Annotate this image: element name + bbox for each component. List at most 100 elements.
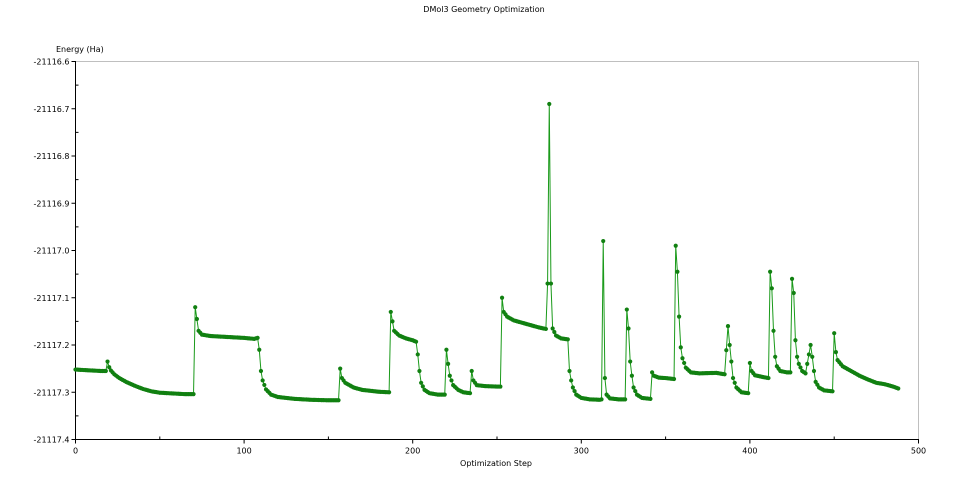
data-point [572,388,577,394]
y-tick-label: -21117.4 [34,436,70,445]
data-point [682,360,687,366]
data-point [547,101,552,107]
data-point [626,326,631,331]
data-point [724,348,729,353]
data-point [569,378,574,383]
x-tick-label: 0 [73,447,78,456]
y-tick-label: -21116.7 [34,105,70,114]
data-point [798,365,803,370]
data-point [543,326,548,332]
data-point [262,382,267,388]
x-tick-label: 300 [574,447,589,456]
data-point [810,354,815,359]
data-point [789,276,795,281]
data-point [805,361,810,366]
data-point [255,335,260,341]
data-point [673,243,678,248]
data-point [675,269,680,274]
data-point [550,326,555,331]
data-point [103,368,108,374]
data-point [467,391,473,396]
y-tick-label: -21116.9 [34,199,70,208]
data-point [680,356,685,361]
data-point [447,373,452,378]
data-point [498,384,503,389]
data-point [336,398,341,403]
x-tick-label: 400 [742,447,757,456]
data-point [258,368,264,374]
x-ticks: 0 100 200 300 400 500 [73,436,926,456]
data-point [623,397,628,402]
data-point [722,372,727,377]
data-point [633,388,638,394]
y-tick-label: -21116.6 [34,58,70,67]
data-point [732,380,737,385]
data-point [545,281,550,286]
y-axis-label: Energy (Ha) [56,45,104,54]
data-point [567,368,572,374]
y-tick-label: -21117.2 [34,341,70,350]
data-point [773,354,778,359]
data-point [570,385,575,390]
data-point [193,305,198,310]
data-point [499,295,505,300]
data-point [446,361,451,366]
data-point [469,368,474,374]
data-point [420,384,425,389]
data-point [832,331,837,336]
data-point [444,347,449,352]
data-point [788,370,793,375]
data-point [747,360,753,366]
data-point [552,329,557,335]
x-tick-label: 500 [911,447,926,456]
data-point [725,324,731,329]
data-point [730,375,736,381]
data-point [194,316,199,322]
data-point [602,375,608,381]
data-point [390,319,395,324]
data-point [803,371,808,376]
chart-title: DMol3 Geometry Optimization [423,5,544,14]
data-point [676,314,682,319]
data-point [260,378,265,383]
x-tick-label: 100 [236,447,251,456]
data-point [387,390,392,395]
data-point [746,391,751,396]
data-point [808,342,813,348]
data-point [833,349,838,355]
data-point [811,368,817,374]
data-point [107,365,112,370]
data-point [442,392,447,397]
y-tick-label: -21117.1 [34,294,70,303]
data-point [565,337,570,342]
data-point [419,380,424,385]
data-point [599,397,604,402]
data-point [795,354,800,359]
data-point [766,375,771,381]
data-point [768,269,773,274]
y-tick-label: -21116.8 [34,152,70,161]
series-layer [73,101,901,403]
data-point [793,338,798,343]
data-point [771,328,776,333]
data-point [191,392,196,397]
data-point [624,307,629,312]
y-ticks: -21116.6 -21116.7 -21116.8 -21116.9 -21117.0… [34,58,79,445]
data-point [769,286,774,291]
data-point [650,370,655,375]
data-point [896,386,901,391]
data-point [796,361,801,366]
data-point [631,385,636,390]
data-point [648,396,653,401]
data-point [628,359,633,364]
data-point [257,347,262,352]
data-point [338,366,343,371]
data-point [791,290,796,296]
data-point [671,376,677,382]
x-tick-label: 200 [405,447,420,456]
data-point [729,359,734,364]
plot-frame [75,61,919,440]
data-point [415,352,420,357]
y-tick-label: -21117.3 [34,388,70,397]
